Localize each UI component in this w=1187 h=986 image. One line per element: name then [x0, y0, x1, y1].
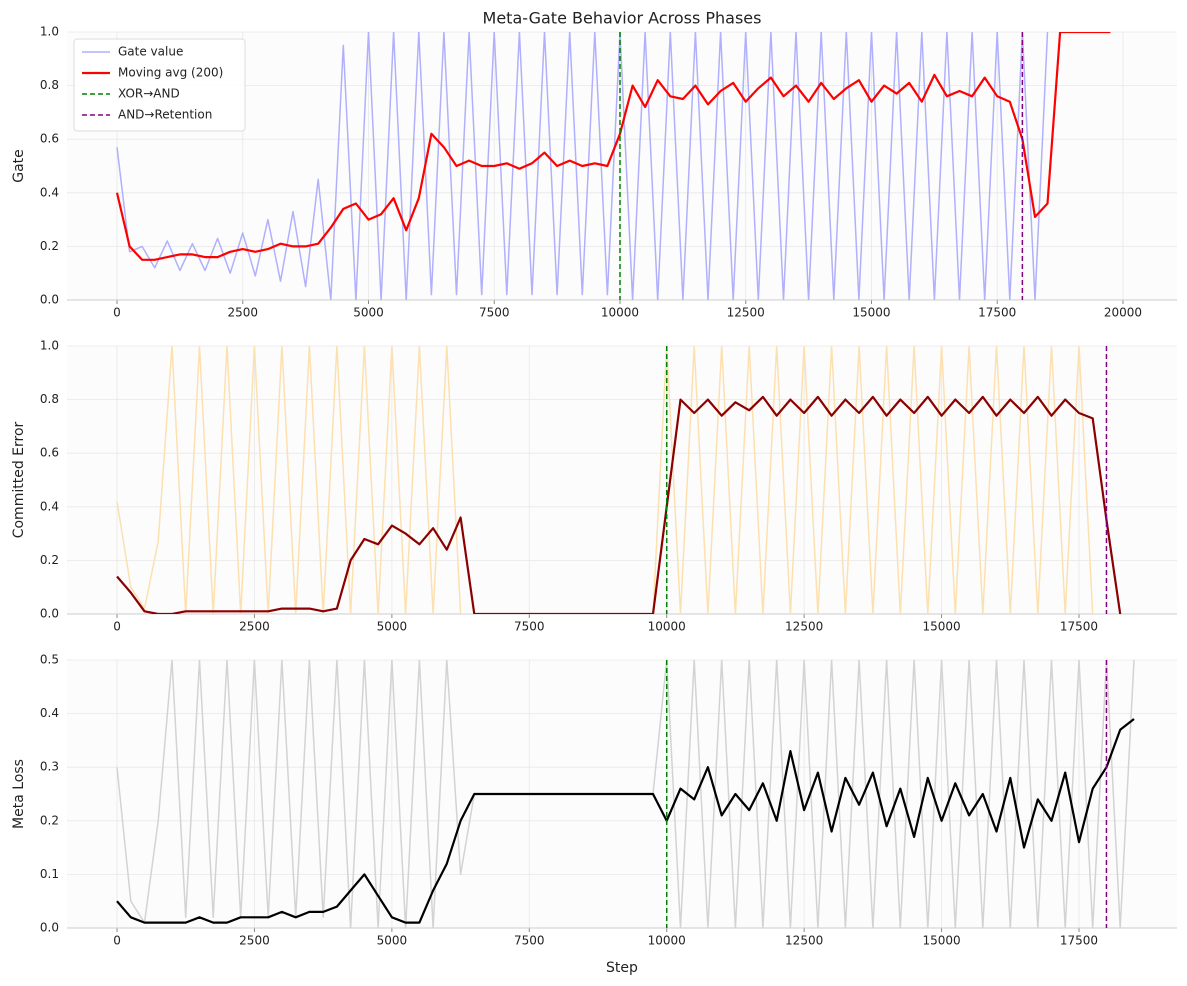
- x-tick-label: 17500: [1060, 620, 1098, 634]
- legend-label: AND→Retention: [118, 108, 212, 122]
- x-tick-label: 5000: [353, 306, 384, 320]
- x-axis-label: Step: [606, 960, 638, 976]
- x-tick-label: 10000: [648, 934, 686, 948]
- moving-average-line: [116, 718, 1135, 924]
- x-tick-label: 0: [113, 934, 121, 948]
- y-tick-label: 0.4: [40, 499, 59, 513]
- y-axis-label: Meta Loss: [11, 759, 27, 829]
- y-tick-label: 0.3: [40, 760, 59, 774]
- y-axis-label: Committed Error: [11, 421, 27, 538]
- y-tick-label: 0.0: [40, 293, 59, 307]
- y-tick-label: 0.8: [40, 78, 59, 92]
- y-tick-label: 0.5: [40, 653, 59, 667]
- x-tick-label: 12500: [727, 306, 765, 320]
- y-tick-label: 0.8: [40, 392, 59, 406]
- x-tick-label: 15000: [922, 934, 960, 948]
- moving-average-line: [115, 32, 1111, 261]
- x-tick-label: 0: [113, 620, 121, 634]
- legend-label: Gate value: [118, 45, 183, 59]
- x-tick-label: 12500: [785, 620, 823, 634]
- legend-label: Moving avg (200): [118, 66, 223, 80]
- legend-box: [73, 38, 246, 132]
- x-tick-label: 2500: [239, 620, 270, 634]
- x-tick-label: 15000: [922, 620, 960, 634]
- raw-line: [116, 32, 1049, 300]
- y-tick-label: 0.2: [40, 553, 59, 567]
- x-tick-label: 12500: [785, 934, 823, 948]
- x-tick-label: 0: [113, 306, 121, 320]
- x-tick-label: 17500: [1060, 934, 1098, 948]
- x-tick-label: 2500: [239, 934, 270, 948]
- y-tick-label: 1.0: [40, 25, 59, 39]
- y-axis-label: Gate: [11, 149, 27, 183]
- moving-average-line: [116, 395, 1122, 614]
- legend-label: XOR→AND: [118, 87, 180, 101]
- x-tick-label: 17500: [978, 306, 1016, 320]
- x-tick-label: 7500: [514, 934, 545, 948]
- y-tick-label: 0.2: [40, 813, 59, 827]
- y-tick-label: 0.0: [40, 607, 59, 621]
- x-tick-label: 20000: [1104, 306, 1142, 320]
- y-tick-label: 0.4: [40, 706, 59, 720]
- x-tick-label: 7500: [479, 306, 510, 320]
- y-tick-label: 0.6: [40, 132, 59, 146]
- x-tick-label: 7500: [514, 620, 545, 634]
- x-tick-label: 5000: [377, 934, 408, 948]
- y-tick-label: 0.2: [40, 239, 59, 253]
- x-tick-label: 15000: [852, 306, 890, 320]
- y-tick-label: 1.0: [40, 339, 59, 353]
- x-tick-label: 5000: [377, 620, 408, 634]
- y-tick-label: 0.4: [40, 185, 59, 199]
- x-tick-label: 2500: [227, 306, 258, 320]
- chart-title: Meta-Gate Behavior Across Phases: [483, 9, 762, 28]
- y-tick-label: 0.6: [40, 446, 59, 460]
- y-tick-label: 0.1: [40, 867, 59, 881]
- y-tick-label: 0.0: [40, 921, 59, 935]
- x-tick-label: 10000: [601, 306, 639, 320]
- x-tick-label: 10000: [648, 620, 686, 634]
